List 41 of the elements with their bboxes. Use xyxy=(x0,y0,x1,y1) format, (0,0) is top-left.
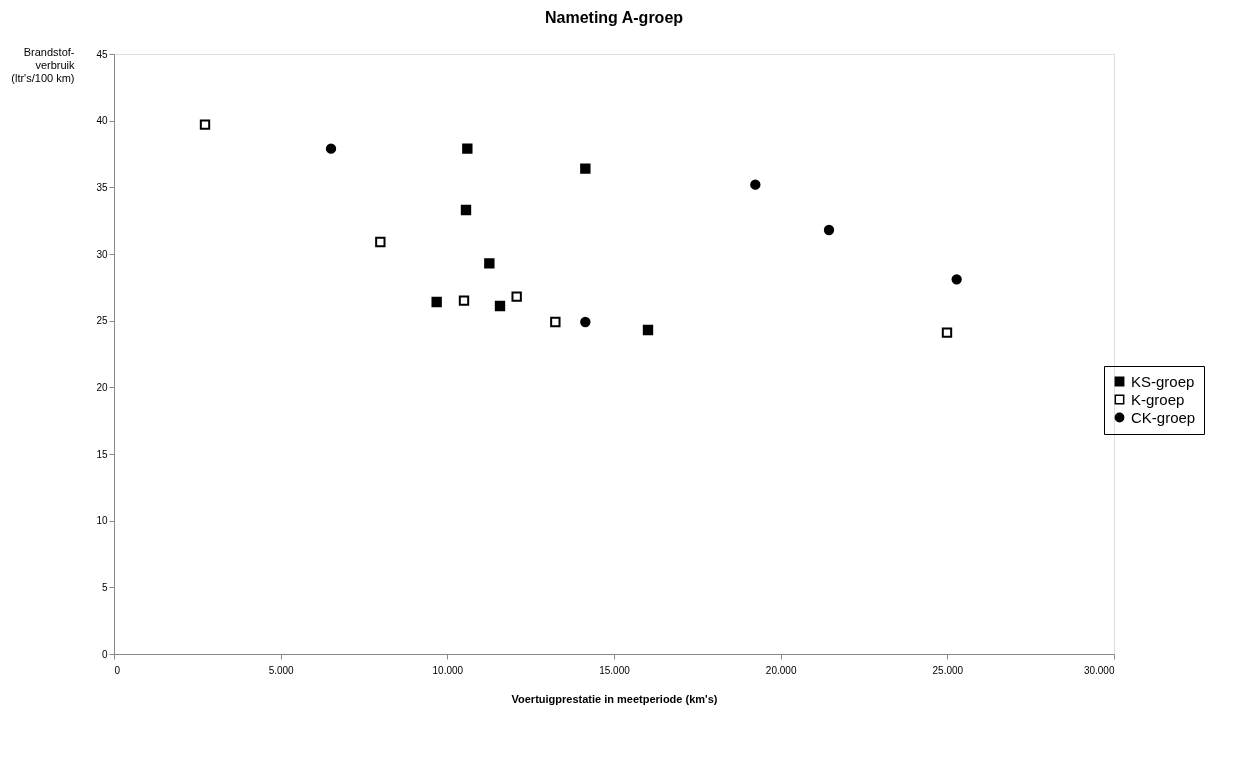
point xyxy=(494,300,506,312)
point xyxy=(941,327,953,338)
point xyxy=(580,316,591,328)
x-tick-label: 25.000 xyxy=(932,664,964,676)
point xyxy=(580,163,591,174)
y-tick-label: 0 xyxy=(101,648,108,660)
point xyxy=(550,316,561,328)
x-tick-label: 30.000 xyxy=(1083,664,1115,676)
y-tick-label: 25 xyxy=(96,315,108,327)
x-tick-label: 10.000 xyxy=(432,664,464,676)
legend-label: K-groep xyxy=(1131,390,1185,408)
point xyxy=(462,143,473,154)
x-tick-label: 20.000 xyxy=(765,664,797,676)
x-tick-label: 5.000 xyxy=(268,664,295,676)
y-tick-label: 35 xyxy=(96,181,108,193)
y-tick-label: 5 xyxy=(101,581,108,593)
y-tick-label: 30 xyxy=(96,248,108,260)
x-axis-title: Voertuigprestatie in meetperiode (km's) xyxy=(511,692,718,705)
point xyxy=(458,295,470,306)
y-tick-label: 15 xyxy=(96,448,108,460)
y-tick-label: 20 xyxy=(96,381,108,393)
x-tick-label: 0 xyxy=(114,664,121,676)
point xyxy=(484,258,495,269)
chart-title: Nameting A-groep xyxy=(544,9,684,26)
y-tick-label: 45 xyxy=(96,48,108,60)
legend-label: CK-groep xyxy=(1131,408,1196,426)
y-axis-title: Brandstof- verbruik (ltr's/100 km) xyxy=(11,45,75,84)
x-tick-label: 15.000 xyxy=(599,664,631,676)
y-tick-label: 10 xyxy=(96,515,108,527)
point xyxy=(823,224,835,236)
point xyxy=(375,236,386,248)
point xyxy=(460,204,472,216)
point xyxy=(750,179,761,190)
point xyxy=(511,291,522,302)
point xyxy=(951,274,962,285)
point xyxy=(199,119,211,130)
legend-label: KS-groep xyxy=(1131,372,1195,390)
point xyxy=(325,143,337,154)
y-tick-label: 40 xyxy=(96,115,108,127)
point xyxy=(642,324,654,336)
point xyxy=(431,296,442,308)
